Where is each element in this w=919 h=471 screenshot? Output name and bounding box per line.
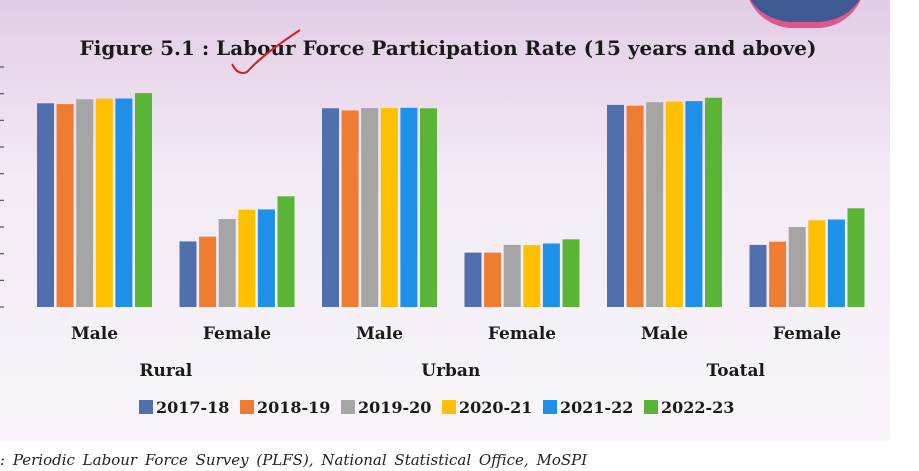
legend-label-2022-23: 2022-23 — [661, 398, 734, 417]
legend-label-2021-22: 2021-22 — [560, 398, 633, 417]
bar-2019-20-toatal-male — [646, 102, 664, 307]
bar-2020-21-rural-male — [95, 98, 113, 307]
red-checkmark — [231, 29, 301, 74]
bar-2020-21-urban-male — [380, 108, 398, 307]
bar-2021-22-urban-female — [542, 243, 560, 307]
bar-2021-22-rural-male — [115, 98, 133, 307]
bar-2022-23-rural-female — [277, 196, 295, 307]
category-label: Male — [71, 324, 118, 344]
legend-swatch-2019-20 — [341, 400, 355, 414]
bar-2022-23-urban-male — [420, 108, 437, 307]
bar-2018-19-toatal-female — [769, 241, 787, 307]
bar-2021-22-urban-male — [400, 107, 418, 307]
category-label: Male — [356, 324, 403, 344]
bar-2020-21-toatal-female — [808, 220, 826, 307]
group-label: Urban — [421, 361, 480, 381]
legend-label-2018-19: 2018-19 — [257, 398, 330, 417]
chart-title: Figure 5.1 : Labour Force Participation … — [80, 36, 817, 60]
bar-2017-18-rural-female — [179, 241, 197, 307]
bar-2021-22-rural-female — [257, 209, 275, 307]
bar-2022-23-rural-male — [135, 93, 152, 307]
bar-2021-22-toatal-female — [827, 219, 845, 307]
legend-swatch-2017-18 — [139, 400, 153, 414]
legend-swatch-2021-22 — [543, 400, 557, 414]
bar-2022-23-toatal-female — [847, 208, 865, 307]
bar-2019-20-rural-female — [218, 219, 236, 307]
bar-2018-19-rural-male — [56, 104, 74, 307]
bar-2018-19-toatal-male — [626, 105, 644, 307]
bar-2022-23-urban-female — [562, 239, 580, 307]
category-label: Female — [773, 324, 841, 344]
bar-2019-20-rural-male — [76, 99, 94, 307]
legend-swatch-2018-19 — [240, 400, 254, 414]
bar-2019-20-urban-male — [361, 108, 379, 307]
category-label: Female — [203, 324, 271, 344]
legend-swatch-2020-21 — [442, 400, 456, 414]
bar-2017-18-rural-male — [37, 103, 54, 307]
bar-2020-21-rural-female — [238, 209, 256, 307]
legend-swatch-2022-23 — [644, 400, 658, 414]
bars-group — [37, 93, 865, 308]
bar-2018-19-urban-female — [484, 252, 502, 307]
bar-2021-22-toatal-male — [685, 101, 703, 307]
bar-2017-18-toatal-female — [749, 244, 767, 307]
source-note: : Periodic Labour Force Survey (PLFS), N… — [0, 451, 588, 469]
bar-2017-18-urban-female — [464, 252, 482, 307]
bar-2017-18-toatal-male — [607, 104, 624, 308]
legend-label-2019-20: 2019-20 — [358, 398, 431, 417]
group-label: Rural — [139, 361, 192, 381]
group-labels: Rural Urban Toatal — [139, 361, 765, 381]
bar-2019-20-urban-female — [503, 244, 521, 307]
bar-2020-21-urban-female — [523, 245, 541, 307]
bar-2022-23-toatal-male — [705, 97, 722, 307]
bar-2018-19-urban-male — [341, 110, 359, 307]
legend: 2017-18 2018-19 2019-20 2020-21 2021-22 2022-… — [139, 398, 734, 417]
category-label: Male — [641, 324, 688, 344]
bar-2019-20-toatal-female — [788, 227, 806, 307]
bar-2018-19-rural-female — [199, 236, 217, 307]
bar-2017-18-urban-male — [322, 108, 339, 307]
y-axis-edge — [0, 66, 4, 308]
group-label: Toatal — [707, 361, 766, 381]
bar-chart: Figure 5.1 : Labour Force Participation … — [0, 29, 865, 417]
category-labels: Male Female Male Female Male Female — [71, 324, 841, 344]
legend-label-2017-18: 2017-18 — [156, 398, 229, 417]
legend-label-2020-21: 2020-21 — [459, 398, 532, 417]
bar-2020-21-toatal-male — [665, 101, 683, 307]
category-label: Female — [488, 324, 556, 344]
